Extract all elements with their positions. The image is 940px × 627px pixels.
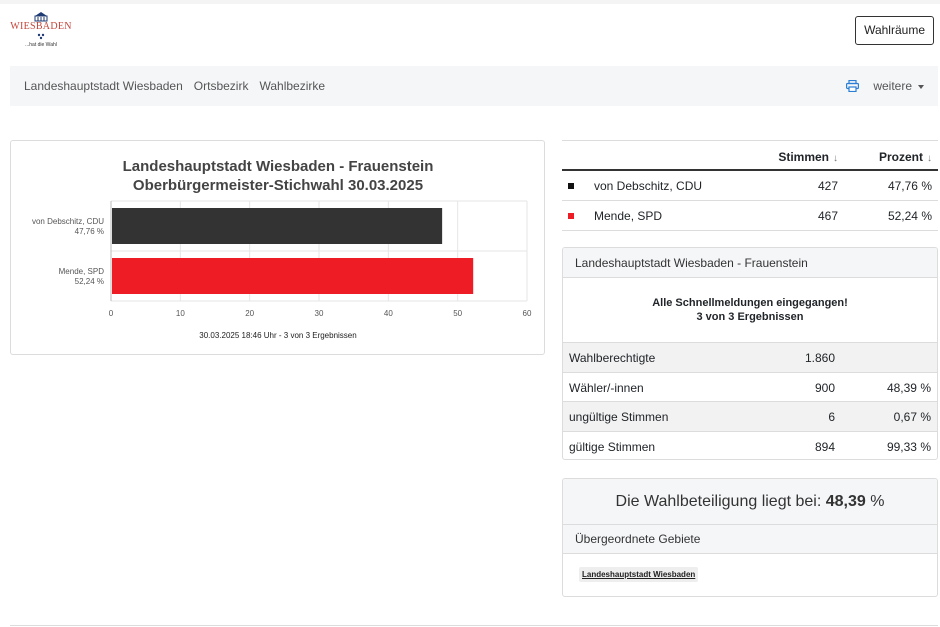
candidate-name: von Debschitz, CDU [594,179,703,193]
results-table-header: Stimmen ↓ Prozent ↓ [562,140,938,171]
turnout-statement: Die Wahlbeteiligung liegt bei: 48,39 % [563,479,937,525]
x-tick-label: 10 [176,309,185,318]
sort-by-votes[interactable]: Stimmen ↓ [778,150,838,164]
stat-percent: 0,67 % [893,410,931,425]
turnout-value: 48,39 [825,493,866,510]
category-label: von Debschitz, CDU [32,217,104,226]
parent-area-link[interactable]: Landeshauptstadt Wiesbaden [579,567,699,582]
turnout-unit: % [870,493,885,510]
stat-value: 1.860 [804,351,835,365]
chart-x-ticks: 0 10 20 30 40 50 60 [109,309,532,318]
stat-value: 900 [814,380,835,395]
x-tick-label: 60 [523,309,532,318]
city-hall-icon [34,12,48,22]
sort-arrow-icon: ↓ [833,153,838,164]
x-tick-label: 0 [109,309,114,318]
turnout-card: Die Wahlbeteiligung liegt bei: 48,39 % Ü… [562,478,938,597]
table-row: von Debschitz, CDU 427 47,76 % [562,171,938,201]
wiesbaden-logo[interactable]: WIESBADEN ...hat die Wahl [10,12,72,54]
turnout-prefix: Die Wahlbeteiligung liegt bei: [615,493,822,510]
party-color-swatch [568,183,574,189]
percent-column-header: Prozent [878,150,923,164]
more-dropdown-label: weitere [873,79,912,93]
x-tick-label: 40 [384,309,393,318]
stat-label: gültige Stimmen [569,439,656,454]
stat-percent: 48,39 % [886,380,931,395]
nav-link-wahlbezirke[interactable]: Wahlbezirke [259,79,326,93]
category-value-label: 52,24 % [75,277,104,286]
table-row: Mende, SPD 467 52,24 % [562,201,938,231]
chart-bars [112,208,474,294]
nav-link-landeshauptstadt[interactable]: Landeshauptstadt Wiesbaden [24,79,183,93]
votes-column-header: Stimmen [778,150,829,164]
x-tick-label: 50 [453,309,462,318]
table-row: gültige Stimmen 894 99,33 % [563,430,937,459]
nav-actions: weitere [846,66,924,106]
results-chart-card: Landeshauptstadt Wiesbaden - Frauenstein… [10,140,545,355]
party-color-swatch [568,213,574,219]
candidate-votes: 427 [817,179,838,193]
stat-value: 894 [814,439,835,454]
stat-percent: 99,33 % [886,439,931,454]
navbar: Landeshauptstadt Wiesbaden Ortsbezirk Wa… [10,66,938,106]
statistics-card: Landeshauptstadt Wiesbaden - Frauenstein… [562,247,938,460]
lilies-icon [37,33,45,40]
x-tick-label: 20 [245,309,254,318]
logo-tagline: ...hat die Wahl [25,42,57,48]
logo-wordmark: WIESBADEN [10,21,72,32]
printer-icon[interactable] [846,80,860,92]
results-table: Stimmen ↓ Prozent ↓ von Debschitz, CDU 427… [562,140,938,231]
sort-arrow-icon: ↓ [927,153,932,164]
more-dropdown[interactable]: weitere [873,79,924,93]
top-strip [0,0,940,4]
reporting-count-line: 3 von 3 Ergebnissen [696,311,804,323]
footer-divider [10,625,938,626]
reporting-status-line: Alle Schnellmeldungen eingegangen! [652,297,848,309]
stat-value: 6 [828,410,835,425]
chevron-down-icon [918,84,924,89]
stat-label: Wähler/-innen [569,380,644,395]
candidate-votes: 467 [817,209,838,223]
nav-link-ortsbezirk[interactable]: Ortsbezirk [193,79,249,93]
breadcrumb-nav: Landeshauptstadt Wiesbaden Ortsbezirk Wa… [24,66,325,106]
results-bar-chart: Landeshauptstadt Wiesbaden - Frauenstein… [32,158,532,340]
table-row: Wähler/-innen 900 48,39 % [563,371,937,402]
parent-areas-title: Übergeordnete Gebiete [563,525,937,554]
stat-label: ungültige Stimmen [569,410,669,425]
candidate-percent: 52,24 % [887,209,932,223]
chart-bar[interactable] [112,208,443,244]
chart-title: Landeshauptstadt Wiesbaden - Frauenstein [123,158,434,175]
x-tick-label: 30 [315,309,324,318]
sort-by-percent[interactable]: Prozent ↓ [879,150,932,164]
polling-stations-button[interactable]: Wahlräume [855,16,934,45]
parent-areas-list: Landeshauptstadt Wiesbaden [563,554,937,594]
table-row: ungültige Stimmen 6 0,67 % [563,401,937,431]
category-value-label: 47,76 % [75,227,104,236]
statistics-title: Landeshauptstadt Wiesbaden - Frauenstein [563,248,937,278]
category-label: Mende, SPD [59,267,105,276]
page-header: WIESBADEN ...hat die Wahl Wahlräume [0,4,940,60]
table-row: Wahlberechtigte 1.860 [563,342,937,372]
chart-subtitle: Oberbürgermeister-Stichwahl 30.03.2025 [133,177,423,194]
candidate-name: Mende, SPD [594,209,663,223]
chart-bar[interactable] [112,258,474,294]
candidate-percent: 47,76 % [887,179,932,193]
stat-label: Wahlberechtigte [569,351,656,365]
reporting-status: Alle Schnellmeldungen eingegangen! 3 von… [563,278,937,342]
chart-caption: 30.03.2025 18:46 Uhr - 3 von 3 Ergebniss… [199,331,356,340]
